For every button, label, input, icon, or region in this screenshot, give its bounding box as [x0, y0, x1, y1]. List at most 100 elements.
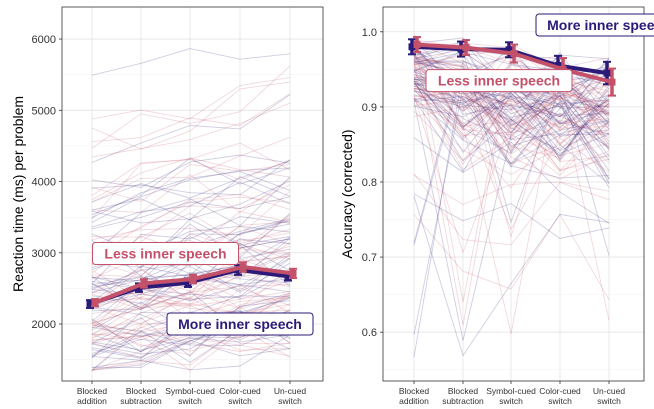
participant-line — [413, 137, 610, 224]
participant-line — [413, 91, 610, 183]
annotation-box — [166, 312, 314, 336]
participant-line — [91, 176, 291, 221]
annotation-text: Less inner speech — [438, 73, 560, 89]
participant-line — [413, 50, 610, 224]
mean-point-more — [603, 69, 611, 77]
participant-line — [91, 190, 291, 241]
mean-point-less — [462, 44, 470, 52]
participant-line — [91, 154, 291, 188]
participant-line — [91, 339, 291, 371]
participant-line — [413, 95, 610, 172]
participant-line — [413, 173, 610, 246]
participant-line — [91, 159, 291, 219]
participant-line — [91, 181, 291, 228]
annotation-text: More inner speech — [178, 316, 302, 332]
participant-line — [413, 74, 610, 231]
participant-line — [413, 93, 610, 173]
mean-point-less — [510, 50, 518, 58]
mean-point-less — [239, 263, 247, 271]
x-tick-label: Blocked subtraction — [120, 386, 162, 406]
y-tick-label: 0.7 — [362, 252, 377, 264]
participant-line — [91, 167, 291, 223]
participant-line — [91, 157, 291, 201]
participant-line — [91, 160, 291, 203]
annotation-box — [92, 241, 239, 265]
participant-line — [91, 81, 291, 150]
participant-line — [91, 242, 291, 302]
annotation-text: More inner speech — [547, 17, 654, 33]
x-tick-label: Color-cued switch — [539, 386, 581, 406]
participant-line — [413, 59, 610, 131]
participant-line — [413, 59, 610, 147]
participant-line — [413, 60, 610, 171]
participant-line — [413, 67, 610, 246]
participant-line — [91, 196, 291, 260]
participant-line — [91, 142, 291, 196]
participant-line — [91, 94, 291, 163]
participant-line — [413, 57, 610, 239]
participant-line — [413, 58, 610, 127]
x-tick-label: Blocked subtraction — [442, 386, 484, 406]
participant-line — [91, 136, 291, 203]
participant-line — [413, 70, 610, 154]
participant-line — [413, 61, 610, 127]
mean-point-more — [135, 284, 143, 292]
participant-line — [91, 212, 291, 245]
participant-line — [91, 174, 291, 214]
annotation-less: Less inner speech — [425, 69, 573, 93]
y-tick-label: 5000 — [32, 105, 56, 117]
participant-line — [413, 80, 610, 162]
participant-line — [91, 334, 291, 351]
participant-line — [413, 80, 610, 141]
y-tick-label: 0.8 — [362, 177, 377, 189]
x-tick-label: Un-cued switch — [593, 386, 625, 406]
participant-line — [413, 90, 610, 184]
participant-line — [413, 63, 610, 150]
participant-line — [413, 98, 610, 179]
participant-line — [413, 87, 610, 335]
participant-line — [413, 196, 610, 357]
y-tick-label: 6000 — [32, 34, 56, 46]
participant-line — [91, 171, 291, 219]
participant-line — [91, 245, 291, 292]
participant-line — [413, 64, 610, 136]
plot-border — [61, 6, 324, 382]
mean-point-less — [189, 275, 197, 283]
x-tick-label: Symbol-cued switch — [486, 386, 536, 406]
mean-point-more — [554, 62, 562, 70]
participant-line — [413, 88, 610, 165]
participant-line — [91, 248, 291, 306]
participant-line — [91, 332, 291, 352]
participant-line — [413, 55, 610, 158]
participant-line — [413, 98, 610, 175]
participant-line — [91, 258, 291, 309]
participant-line — [91, 159, 291, 196]
participant-line — [91, 213, 291, 282]
participant-line — [413, 98, 610, 131]
participant-line — [413, 95, 610, 254]
participant-line — [413, 64, 610, 106]
participant-line — [413, 46, 610, 321]
y-axis-title: Reaction time (ms) per problem — [10, 96, 26, 292]
x-tick-label: Un-cued switch — [274, 386, 306, 406]
participant-line — [413, 83, 610, 189]
participant-line — [91, 296, 291, 356]
participant-line — [413, 58, 610, 326]
participant-line — [413, 91, 610, 151]
participant-line — [413, 79, 610, 171]
mean-point-more — [184, 279, 192, 287]
mean-point-less — [140, 279, 148, 287]
participant-line — [91, 93, 291, 143]
accuracy-panel: 0.6 0.7 0.8 0.9 1.0 Blocked addition Blocked sub… — [339, 6, 654, 406]
mean-point-more — [408, 43, 416, 51]
participant-line — [91, 77, 291, 120]
participant-line — [413, 89, 610, 185]
x-tick-label: Blocked addition — [77, 386, 108, 406]
participant-line — [91, 337, 291, 371]
participant-line — [91, 157, 291, 216]
participant-line — [413, 174, 610, 206]
participant-line — [91, 176, 291, 256]
y-tick-label: 1.0 — [362, 27, 377, 39]
participant-line — [91, 163, 291, 202]
